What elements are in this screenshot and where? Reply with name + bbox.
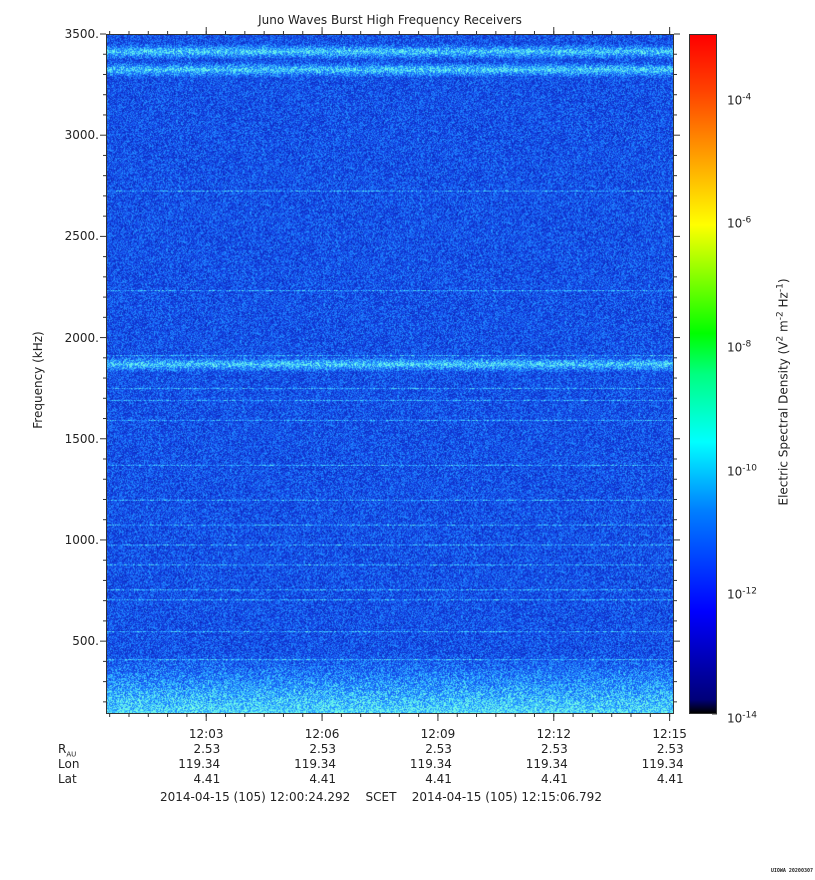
ephemeris-value: 4.41	[193, 772, 221, 786]
ephemeris-value: 4.41	[425, 772, 452, 786]
y-tick-label: 2500.	[64, 229, 99, 244]
spectrogram-plot[interactable]	[106, 34, 674, 714]
y-tick-label: 2000.	[64, 330, 99, 345]
x-tick-label: 12:15	[652, 727, 687, 741]
x-tick-label: 12:06	[304, 727, 340, 741]
ephemeris-value: 4.41	[309, 772, 337, 786]
colorbar-tick-label: 10-4	[727, 92, 752, 108]
colorbar-tick-label: 10-14	[727, 710, 757, 726]
time-range: 2014-04-15 (105) 12:00:24.292 SCET 2014-…	[160, 790, 602, 804]
ephemeris-value: 2.53	[193, 742, 221, 756]
y-axis-label: Frequency (kHz)	[31, 331, 45, 429]
time-range-label: SCET	[365, 790, 397, 804]
ephemeris-value: 119.34	[409, 757, 452, 771]
version-stamp: UIOWA 20200307	[770, 868, 813, 874]
ephemeris-value: 2.53	[425, 742, 452, 756]
spectrogram-canvas	[107, 35, 673, 713]
colorbar-tick-label: 10-10	[727, 463, 757, 479]
ephemeris-row-label: Lon	[58, 757, 80, 771]
ephemeris-value: 2.53	[656, 742, 684, 756]
time-range-end: 2014-04-15 (105) 12:15:06.792	[411, 790, 602, 804]
y-tick-label: 500.	[72, 634, 99, 649]
ephemeris-value: 119.34	[178, 757, 221, 771]
y-tick-label: 3500.	[64, 27, 99, 41]
x-tick-label: 12:09	[420, 727, 456, 741]
colorbar	[689, 34, 717, 714]
chart-title: Juno Waves Burst High Frequency Receiver…	[258, 13, 522, 27]
ephemeris-value: 2.53	[309, 742, 337, 756]
ephemeris-value: 119.34	[525, 757, 568, 771]
y-tick-label: 1500.	[64, 431, 99, 446]
ephemeris-value: 2.53	[541, 742, 568, 756]
colorbar-label: Electric Spectral Density (V2 m-2 Hz-1)	[775, 278, 791, 506]
ephemeris-value: 4.41	[656, 772, 684, 786]
y-tick-label: 1000.	[64, 532, 99, 547]
ephemeris-value: 119.34	[294, 757, 337, 771]
ephemeris-value: 119.34	[641, 757, 684, 771]
colorbar-tick-label: 10-6	[727, 215, 752, 231]
time-range-start: 2014-04-15 (105) 12:00:24.292	[160, 790, 351, 804]
y-tick-label: 3000.	[64, 128, 99, 143]
ephemeris-row-label: RAU	[58, 742, 77, 759]
ephemeris-row-label: Lat	[58, 772, 77, 786]
x-tick-label: 12:03	[188, 727, 224, 741]
colorbar-tick-label: 10-12	[727, 586, 757, 602]
colorbar-tick-label: 10-8	[727, 339, 752, 355]
x-tick-label: 12:12	[536, 727, 572, 741]
ephemeris-value: 4.41	[541, 772, 568, 786]
